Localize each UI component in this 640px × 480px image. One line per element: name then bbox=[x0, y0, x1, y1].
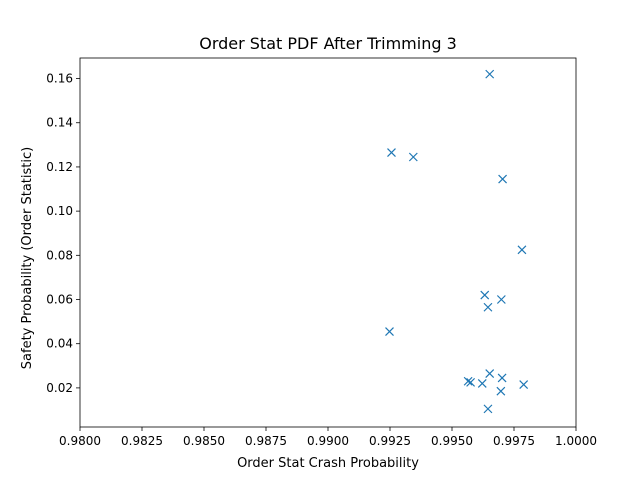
x-tick-label: 0.9900 bbox=[307, 434, 349, 448]
x-tick-label: 0.9950 bbox=[431, 434, 473, 448]
y-tick-label: 0.16 bbox=[46, 72, 73, 86]
data-point bbox=[519, 380, 529, 390]
x-tick-label: 0.9850 bbox=[183, 434, 225, 448]
data-point bbox=[463, 376, 473, 386]
y-tick-label: 0.14 bbox=[46, 116, 73, 130]
data-point bbox=[387, 148, 396, 157]
x-tick-label: 1.0000 bbox=[555, 434, 597, 448]
data-point bbox=[483, 302, 493, 312]
data-point bbox=[480, 290, 490, 300]
chart-title: Order Stat PDF After Trimming 3 bbox=[199, 34, 457, 53]
data-point bbox=[497, 373, 507, 383]
y-tick-label: 0.10 bbox=[46, 204, 73, 218]
x-axis-ticks: 0.9800 0.9825 0.9850 0.9875 0.9900 0.9925 0.99… bbox=[59, 427, 597, 448]
x-tick-label: 0.9975 bbox=[493, 434, 535, 448]
data-point bbox=[485, 369, 495, 378]
y-tick-label: 0.06 bbox=[46, 293, 73, 307]
data-point bbox=[477, 379, 487, 388]
axes-frame bbox=[79, 57, 577, 428]
data-point bbox=[517, 245, 527, 255]
y-tick-label: 0.08 bbox=[46, 248, 73, 262]
data-point bbox=[408, 152, 418, 162]
plot-area bbox=[79, 57, 577, 428]
y-axis-ticks: 0.02 0.04 0.06 0.08 0.10 0.12 0.14 0.16 bbox=[46, 72, 80, 395]
data-point bbox=[483, 404, 493, 414]
y-tick-label: 0.04 bbox=[46, 337, 73, 351]
data-point bbox=[496, 295, 506, 304]
x-axis-label: Order Stat Crash Probability bbox=[237, 456, 419, 471]
data-point bbox=[498, 174, 508, 184]
y-axis-label: Safety Probability (Order Statistic) bbox=[20, 147, 35, 369]
x-tick-label: 0.9825 bbox=[121, 434, 163, 448]
data-point bbox=[485, 69, 495, 79]
x-tick-label: 0.9800 bbox=[59, 434, 101, 448]
data-points bbox=[385, 69, 529, 414]
y-tick-label: 0.02 bbox=[46, 381, 73, 395]
data-point bbox=[466, 377, 476, 387]
x-tick-label: 0.9875 bbox=[245, 434, 287, 448]
data-point bbox=[496, 386, 506, 396]
x-tick-label: 0.9925 bbox=[369, 434, 411, 448]
data-point bbox=[385, 327, 394, 336]
y-tick-label: 0.12 bbox=[46, 160, 73, 174]
